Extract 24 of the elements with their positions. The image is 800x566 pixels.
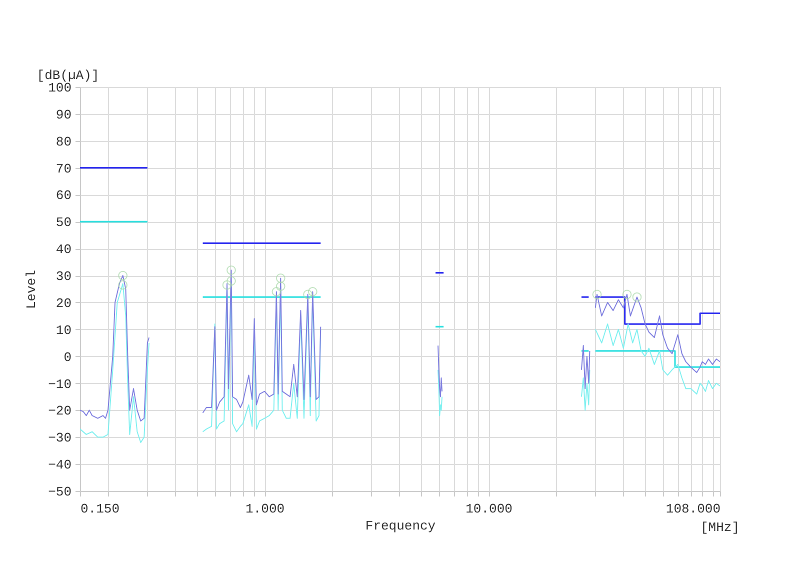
y-tick-label: 100 [48,80,72,96]
y-tick-label: −30 [48,430,72,446]
y-tick-label: 70 [56,161,72,176]
x-tick-label: 108.000 [666,502,720,516]
y-tick-label: 30 [56,269,72,284]
y-tick-label: 10 [56,322,72,338]
x-tick-label: 0.150 [80,502,120,516]
y-tick-label: 90 [56,107,72,122]
y-tick-label: −50 [48,484,72,500]
x-tick-label: 10.000 [466,502,512,516]
y-tick-label: −20 [48,404,72,419]
text: [dB(µA)] [36,68,100,83]
y-tick-label: −10 [48,376,72,392]
x-tick-label: 1.000 [246,502,285,516]
y-tick-label: 50 [56,215,72,230]
y-tick-label: 0 [64,350,72,365]
y-tick-label: 20 [56,296,72,311]
text: [MHz] [700,520,740,535]
x-axis-title: Frequency [365,518,436,534]
y-tick-label: 60 [56,188,72,204]
y-tick-label: 40 [56,242,72,258]
y-tick-label: 80 [56,134,72,150]
y-tick-label: −40 [48,458,72,473]
y-axis-title: Level [24,270,40,310]
